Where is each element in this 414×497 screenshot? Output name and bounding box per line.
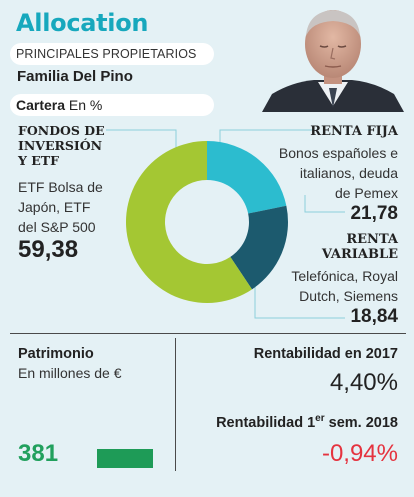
renta-variable-label-line-2: VARIABLE [321, 247, 398, 262]
fondos-description-line-2: Japón, ETF [18, 199, 91, 215]
renta-fija-description-line-2: italianos, deuda [299, 165, 398, 181]
renta-variable-description-line-1: Telefónica, Royal [291, 268, 398, 284]
wealth-label: Patrimonio [18, 346, 94, 362]
donut-slices [126, 141, 288, 303]
owner-name: Familia Del Pino [17, 68, 133, 85]
fondos-description-line-3: del S&P 500 [18, 219, 96, 235]
vertical-divider [175, 338, 176, 471]
fondos-description: ETF Bolsa de Japón, ETF del S&P 500 [18, 177, 103, 237]
wealth-unit: En millones de € [18, 365, 122, 381]
leader-line-fondos [106, 129, 177, 148]
return-2018-value: -0,94% [321, 440, 398, 467]
renta-fija-description-line-3: de Pemex [334, 185, 398, 201]
renta-variable-label-line-1: RENTA [346, 232, 398, 247]
return-2017-label: Rentabilidad en 2017 [253, 346, 398, 362]
fondos-value: 59,38 [18, 236, 79, 263]
return-2018-label-sup: er [315, 413, 325, 424]
fondos-label-line-1: FONDOS DE [18, 123, 105, 138]
renta-fija-description-line-1: Bonos españoles e [278, 145, 398, 161]
owners-label-pill: PRINCIPALES PROPIETARIOS [10, 43, 214, 65]
return-2018-label: Rentabilidad 1er sem. 2018 [216, 413, 398, 431]
wealth-bar [97, 449, 153, 468]
portfolio-unit: En % [68, 97, 103, 113]
portfolio-label: Cartera [16, 97, 66, 113]
renta-variable-description-line-2: Dutch, Siemens [299, 288, 398, 304]
leader-line-renta-fija [219, 129, 312, 142]
fondos-label-line-2: INVERSIÓN [18, 138, 103, 153]
portfolio-label-pill: Cartera En % [10, 94, 214, 116]
horizontal-divider [10, 333, 406, 334]
renta-variable-label: RENTA VARIABLE [322, 232, 398, 262]
renta-fija-description: Bonos españoles e italianos, deuda de Pe… [279, 143, 398, 203]
renta-fija-value: 21,78 [350, 203, 398, 224]
renta-variable-value: 18,84 [350, 306, 398, 327]
donut-slice-renta-fija [207, 141, 287, 214]
wealth-value: 381 [18, 440, 59, 467]
renta-variable-description: Telefónica, Royal Dutch, Siemens [291, 266, 398, 306]
page-title: Allocation [16, 9, 149, 37]
return-2017-value: 4,40% [329, 369, 398, 396]
renta-fija-label: RENTA FIJA [310, 124, 398, 139]
fondos-label-line-3: Y ETF [18, 153, 59, 168]
donut-slice-fondos [126, 141, 253, 303]
fondos-description-line-1: ETF Bolsa de [18, 179, 103, 195]
return-2018-label-post: sem. 2018 [324, 414, 398, 431]
fondos-label: FONDOS DE INVERSIÓN Y ETF [18, 123, 105, 168]
leader-line-renta-fija-value [304, 195, 345, 213]
return-2018-label-pre: Rentabilidad 1 [216, 414, 316, 431]
owner-portrait [262, 10, 404, 112]
donut-slice-renta-variable [230, 205, 288, 290]
